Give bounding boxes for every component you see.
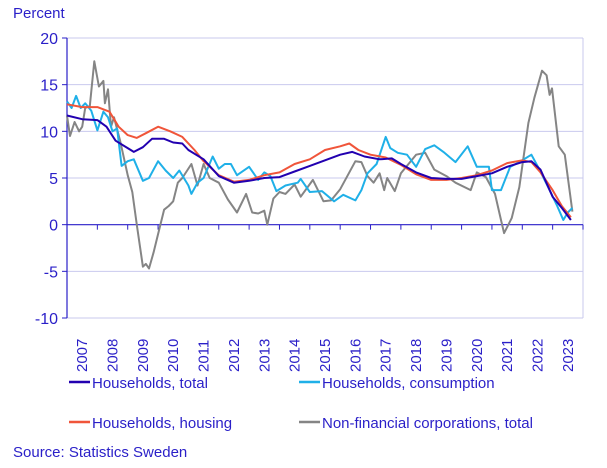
y-tick-label: 20 — [40, 31, 58, 48]
x-tick-label: 2021 — [499, 339, 516, 372]
legend: Households, total Households, consumption… — [69, 375, 533, 432]
y-tick-label: 15 — [40, 78, 58, 95]
x-tick-label: 2017 — [378, 339, 395, 372]
gridlines — [67, 37, 584, 319]
x-tick-label: 2015 — [317, 339, 334, 372]
series-line-households-housing — [66, 103, 572, 218]
y-tick-label: 0 — [49, 218, 58, 235]
y-tick-label: -5 — [44, 264, 58, 281]
x-tick-label: 2014 — [287, 339, 304, 372]
x-tick-label: 2008 — [105, 339, 122, 372]
y-tick-label: -10 — [35, 311, 58, 328]
legend-label: Non-financial corporations, total — [322, 415, 533, 432]
y-axis-label: Percent — [13, 5, 66, 22]
legend-label: Households, total — [92, 375, 208, 392]
x-tick-label: 2012 — [226, 339, 243, 372]
series-line-households-total — [66, 114, 572, 221]
x-tick-label: 2007 — [74, 339, 91, 372]
legend-label: Households, housing — [92, 415, 232, 432]
x-axis: 2007 2008 2009 2010 2011 2012 2013 2014 2015 2016… — [66, 224, 584, 372]
x-tick-label: 2016 — [347, 339, 364, 372]
x-tick-label: 2010 — [165, 339, 182, 372]
x-tick-label: 2020 — [469, 339, 486, 372]
source-note: Source: Statistics Sweden — [13, 444, 187, 461]
x-tick-label: 2011 — [196, 340, 213, 372]
x-tick-label: 2018 — [408, 339, 425, 372]
x-tick-label: 2023 — [560, 339, 577, 372]
x-tick-label: 2019 — [438, 339, 455, 372]
series-line-households-consumption — [66, 94, 574, 221]
y-axis: 20 15 10 5 0 -5 -10 — [35, 31, 68, 328]
y-tick-label: 10 — [40, 124, 58, 141]
x-tick-label: 2009 — [135, 339, 152, 372]
series-lines — [66, 60, 574, 270]
legend-label: Households, consumption — [322, 375, 495, 392]
y-tick-label: 5 — [49, 171, 58, 188]
x-tick-label: 2013 — [256, 339, 273, 372]
x-tick-label: 2022 — [529, 339, 546, 372]
series-line-non-financial-corporations-total — [66, 60, 574, 270]
